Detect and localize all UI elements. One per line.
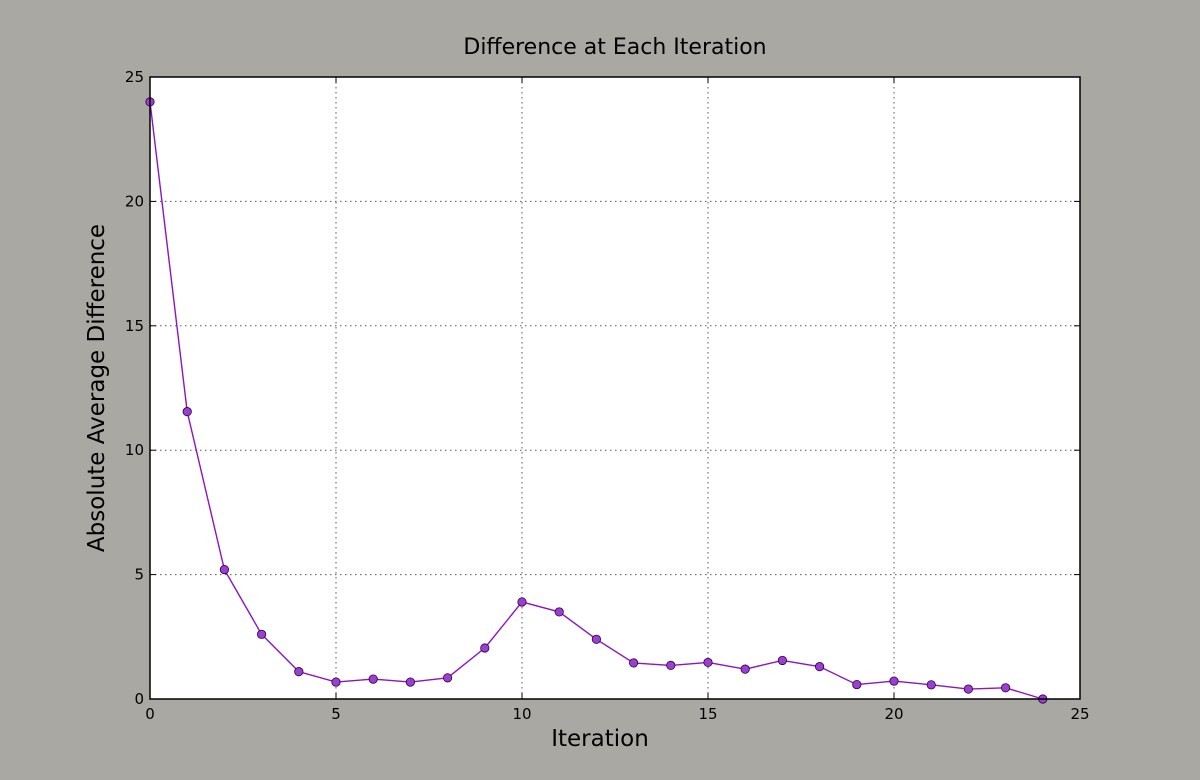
y-tick-label: 10 xyxy=(125,441,144,459)
data-point xyxy=(963,684,974,694)
data-point xyxy=(331,677,341,687)
data-point xyxy=(294,667,304,677)
data-point xyxy=(777,655,788,666)
data-point xyxy=(926,680,936,690)
data-point xyxy=(517,597,527,607)
data-point xyxy=(554,607,564,617)
data-point xyxy=(256,629,267,639)
data-point xyxy=(852,679,862,690)
y-tick-label: 0 xyxy=(134,690,144,708)
data-point xyxy=(628,658,639,668)
x-tick-label: 20 xyxy=(884,705,903,723)
data-point xyxy=(1000,683,1011,693)
data-point xyxy=(480,643,490,653)
x-tick-label: 5 xyxy=(331,705,341,723)
x-tick-label: 0 xyxy=(145,705,155,723)
y-tick-label: 20 xyxy=(125,192,144,210)
chart-title: Difference at Each Iteration xyxy=(463,35,766,60)
data-point xyxy=(219,565,229,575)
y-axis-label: Absolute Average Difference xyxy=(84,224,110,552)
y-tick-label: 25 xyxy=(125,68,144,86)
y-axis-ticks: 0 5 10 15 20 25 xyxy=(125,68,1080,708)
data-point xyxy=(889,676,899,686)
plot-frame xyxy=(149,76,1081,700)
y-tick-label: 5 xyxy=(134,566,144,584)
x-tick-label: 10 xyxy=(512,705,531,723)
x-tick-label: 25 xyxy=(1070,705,1089,723)
data-point xyxy=(591,634,602,644)
data-point xyxy=(814,662,825,672)
data-point xyxy=(368,674,378,684)
data-point xyxy=(703,657,713,668)
y-tick-label: 15 xyxy=(125,317,144,335)
data-point xyxy=(666,660,676,671)
plot-area xyxy=(150,77,1080,699)
data-point xyxy=(740,664,750,674)
data-point xyxy=(442,673,453,683)
data-point xyxy=(182,407,192,417)
data-point xyxy=(405,677,415,687)
grid-lines xyxy=(150,77,1080,699)
x-axis-label: Iteration xyxy=(551,726,649,752)
x-tick-label: 15 xyxy=(698,705,717,723)
